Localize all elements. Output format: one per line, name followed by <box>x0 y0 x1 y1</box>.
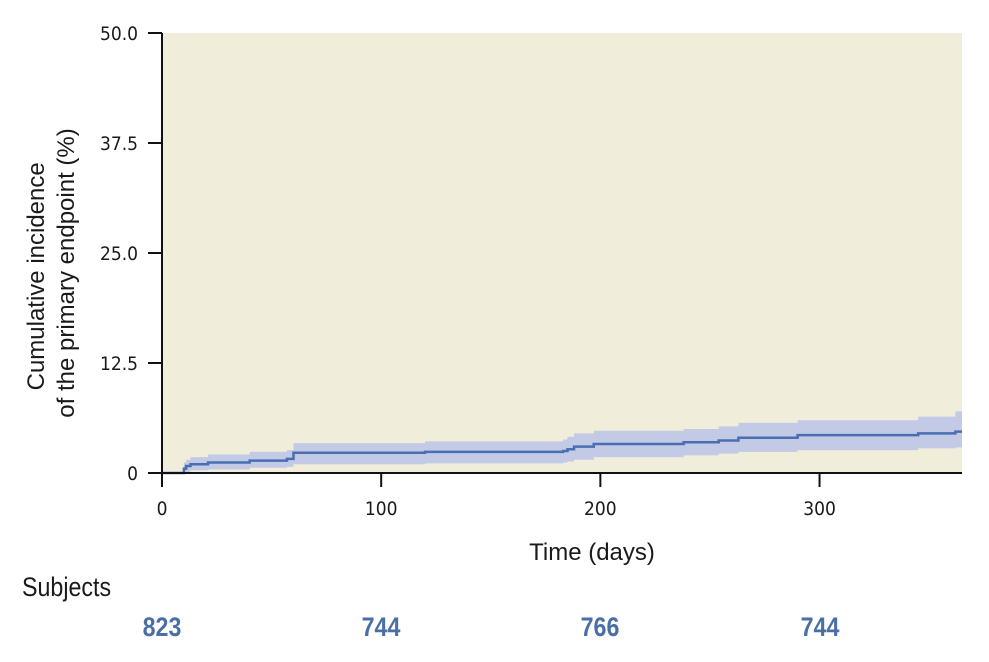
incidence-line <box>162 430 962 475</box>
y-tick-label: 0 <box>127 463 138 485</box>
risk-count: 823 <box>142 612 182 642</box>
risk-table-label: Subjects <box>22 572 112 602</box>
risk-count: 744 <box>800 612 839 642</box>
y-tick-label: 50.0 <box>100 23 138 45</box>
risk-count: 766 <box>580 612 620 642</box>
x-tick-label: 300 <box>803 498 836 520</box>
y-tick-label: 37.5 <box>100 133 138 155</box>
y-tick-label: 12.5 <box>100 353 138 375</box>
y-axis-title: Cumulative incidence of the primary endp… <box>23 128 80 417</box>
x-tick-label: 200 <box>584 498 617 520</box>
y-axis-title-line-2: of the primary endpoint (%) <box>53 128 80 417</box>
x-tick-label: 0 <box>157 498 168 520</box>
plot-area <box>162 33 962 473</box>
confidence-band <box>162 411 962 473</box>
x-tick-label: 100 <box>365 498 398 520</box>
y-tick-label: 25.0 <box>100 243 138 265</box>
y-axis-title-line-1: Cumulative incidence <box>23 162 50 390</box>
risk-count: 744 <box>361 612 401 642</box>
x-axis-title: Time (days) <box>529 539 655 566</box>
